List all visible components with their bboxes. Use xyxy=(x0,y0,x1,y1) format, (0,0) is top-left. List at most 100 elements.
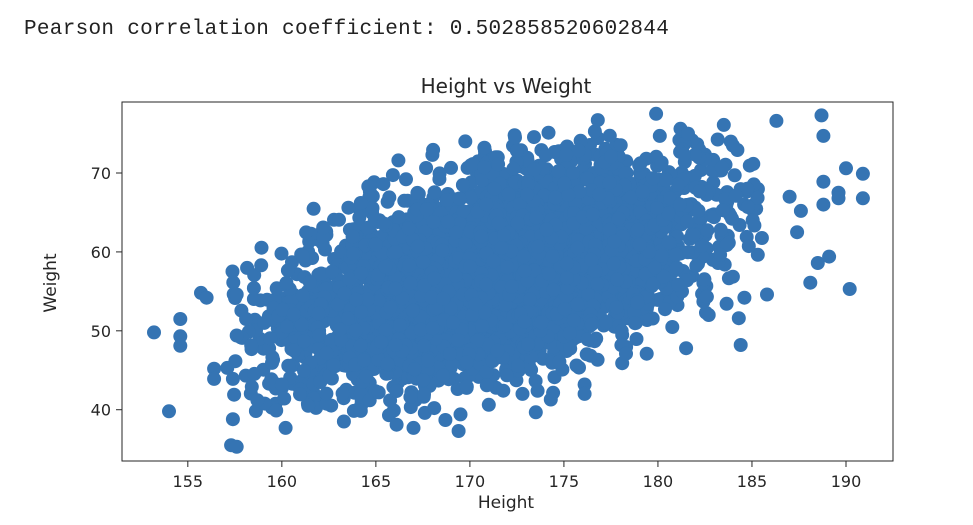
scatter-point xyxy=(713,222,728,237)
scatter-point xyxy=(284,292,299,307)
scatter-point xyxy=(523,292,537,307)
scatter-point xyxy=(448,269,463,284)
scatter-point xyxy=(280,263,295,278)
scatter-point xyxy=(173,312,188,326)
scatter-point xyxy=(541,125,556,140)
scatter-point xyxy=(359,369,374,384)
scatter-point xyxy=(399,172,413,187)
scatter-point xyxy=(604,149,618,164)
scatter-point xyxy=(561,188,576,202)
scatter-point xyxy=(324,333,338,348)
scatter-point xyxy=(388,338,403,352)
scatter-point xyxy=(275,302,290,317)
scatter-point xyxy=(458,134,473,149)
scatter-point xyxy=(432,172,447,187)
scatter-point xyxy=(263,331,278,346)
scatter-point xyxy=(407,362,422,377)
scatter-point xyxy=(361,179,376,194)
scatter-point xyxy=(497,228,511,243)
scatter-point xyxy=(632,237,647,252)
scatter-point xyxy=(226,275,241,290)
scatter-point xyxy=(459,355,474,370)
scatter-point xyxy=(511,358,526,373)
scatter-point xyxy=(334,333,349,348)
scatter-point xyxy=(680,214,695,229)
scatter-point xyxy=(475,173,489,188)
scatter-point xyxy=(727,168,742,183)
scatter-point xyxy=(279,276,294,290)
scatter-point xyxy=(352,210,367,225)
scatter-point xyxy=(629,332,644,346)
scatter-point xyxy=(663,191,677,206)
scatter-point xyxy=(207,361,222,376)
scatter-point xyxy=(393,318,407,332)
scatter-point xyxy=(287,343,302,358)
scatter-point xyxy=(477,140,492,155)
scatter-point xyxy=(570,297,585,312)
scatter-point xyxy=(710,132,725,147)
scatter-point xyxy=(337,286,352,301)
scatter-point xyxy=(592,187,607,202)
scatter-point xyxy=(427,271,442,286)
scatter-point xyxy=(585,207,600,222)
scatter-point xyxy=(512,197,527,212)
scatter-point xyxy=(747,218,762,233)
scatter-point xyxy=(444,301,458,316)
scatter-point xyxy=(281,358,296,373)
scatter-point xyxy=(588,264,603,279)
scatter-point xyxy=(455,178,470,192)
scatter-point xyxy=(477,305,492,320)
scatter-point xyxy=(410,239,425,254)
scatter-point xyxy=(692,184,707,199)
scatter-point xyxy=(479,364,494,379)
scatter-point xyxy=(401,221,416,236)
scatter-point xyxy=(385,168,400,183)
scatter-point xyxy=(229,439,244,454)
scatter-point xyxy=(319,396,334,411)
scatter-point xyxy=(619,346,633,361)
scatter-point xyxy=(697,272,712,287)
scatter-point xyxy=(227,387,242,402)
scatter-point xyxy=(680,245,695,260)
scatter-point xyxy=(590,277,605,291)
scatter-point xyxy=(301,398,316,413)
scatter-point xyxy=(750,190,765,205)
scatter-point xyxy=(552,354,567,369)
scatter-point xyxy=(306,201,321,216)
scatter-point xyxy=(419,202,434,217)
scatter-point xyxy=(487,181,502,196)
scatter-point xyxy=(459,379,474,394)
scatter-point xyxy=(294,317,309,332)
scatter-point xyxy=(579,347,594,362)
scatter-point xyxy=(445,357,460,372)
scatter-point xyxy=(750,247,765,262)
scatter-point xyxy=(587,124,602,139)
scatter-point xyxy=(463,190,478,205)
scatter-point xyxy=(650,201,664,215)
scatter-point xyxy=(669,247,684,262)
scatter-point xyxy=(173,338,188,353)
scatter-point xyxy=(607,234,622,249)
scatter-point xyxy=(539,222,554,237)
scatter-point xyxy=(388,245,403,260)
scatter-point xyxy=(257,315,272,330)
scatter-point xyxy=(714,160,729,175)
scatter-point xyxy=(599,315,613,330)
scatter-point xyxy=(746,156,761,171)
scatter-point xyxy=(391,210,406,225)
scatter-point xyxy=(247,366,262,381)
scatter-point xyxy=(293,387,307,402)
scatter-point xyxy=(671,277,686,292)
points-layer xyxy=(147,106,870,454)
scatter-point xyxy=(421,353,436,368)
scatter-point xyxy=(436,291,451,306)
scatter-point xyxy=(458,236,473,251)
scatter-point xyxy=(341,200,356,215)
scatter-point xyxy=(354,305,369,320)
scatter-point xyxy=(562,326,577,341)
scatter-point xyxy=(147,325,161,340)
scatter-point xyxy=(348,323,363,338)
scatter-point xyxy=(319,386,334,401)
scatter-point xyxy=(207,371,222,386)
scatter-point xyxy=(635,184,650,199)
